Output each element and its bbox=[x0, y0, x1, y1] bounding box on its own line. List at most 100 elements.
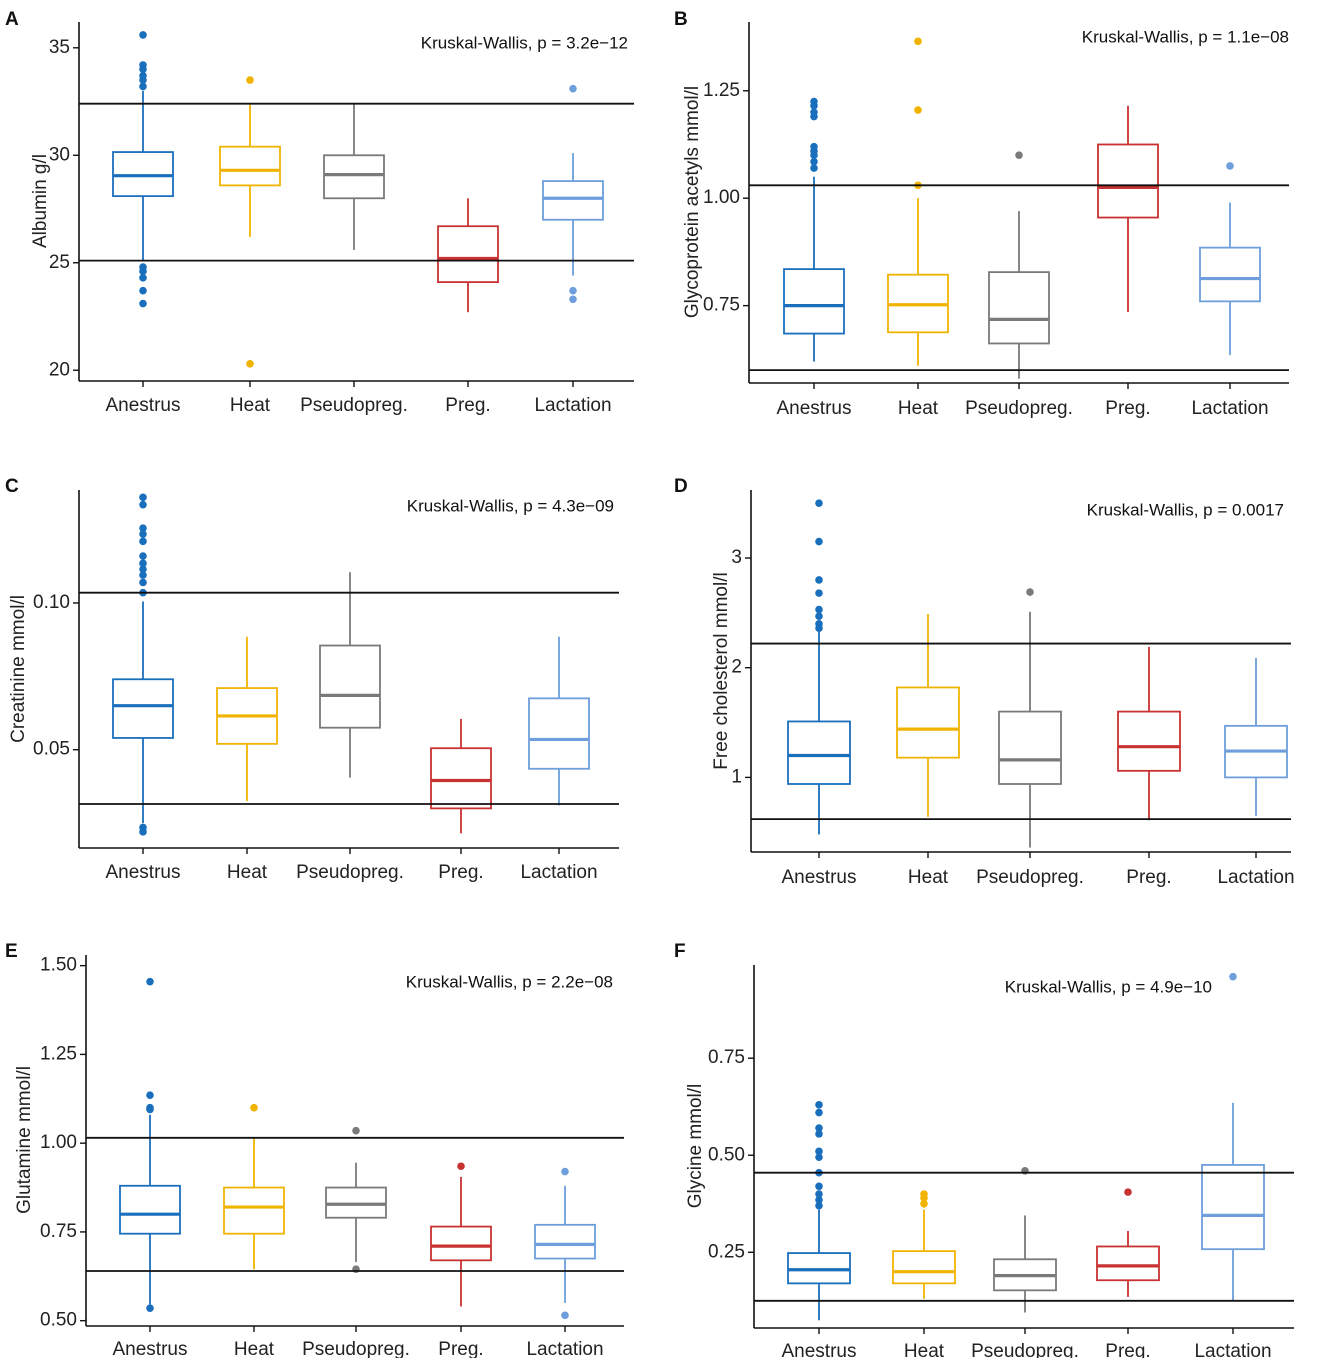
x-tick-label-c-anestrus: Anestrus bbox=[106, 862, 181, 883]
x-tick-label-b-pseudopreg: Pseudopreg. bbox=[965, 398, 1073, 419]
outlier-point-c-anestrus bbox=[139, 500, 147, 509]
outlier-point-f-heat bbox=[920, 1199, 928, 1208]
outlier-point-e-anestrus bbox=[146, 1304, 154, 1313]
box-a-lactation bbox=[542, 180, 604, 221]
box-e-anestrus bbox=[119, 1184, 181, 1235]
box-e-heat bbox=[223, 1186, 285, 1235]
y-tick-label-e: 1.50 bbox=[40, 955, 77, 976]
kruskal-wallis-annotation-b: Kruskal-Wallis, p = 1.1e−08 bbox=[1082, 27, 1289, 46]
outlier-point-c-anestrus bbox=[139, 524, 147, 532]
y-tick-label-a: 20 bbox=[49, 359, 70, 380]
outlier-point-b-heat bbox=[914, 37, 922, 46]
outlier-point-c-anestrus bbox=[139, 537, 147, 546]
outlier-point-f-anestrus bbox=[815, 1100, 823, 1109]
box-e-lactation bbox=[534, 1223, 596, 1260]
y-tick-label-d: 3 bbox=[731, 547, 742, 568]
x-tick-label-a-lactation: Lactation bbox=[534, 395, 611, 416]
y-tick-label-e: 0.50 bbox=[40, 1310, 77, 1331]
box-f-heat bbox=[892, 1250, 956, 1285]
outlier-point-a-anestrus bbox=[139, 274, 147, 282]
outlier-point-e-pseudopreg bbox=[352, 1126, 360, 1135]
box-c-lactation bbox=[528, 697, 590, 770]
y-tick-label-f: 0.25 bbox=[708, 1241, 745, 1262]
x-tick-label-a-preg: Preg. bbox=[445, 395, 490, 416]
outlier-point-d-pseudopreg bbox=[1026, 588, 1034, 596]
outlier-point-f-preg bbox=[1124, 1188, 1132, 1196]
x-tick-label-d-lactation: Lactation bbox=[1217, 867, 1294, 888]
outlier-point-c-anestrus bbox=[139, 828, 147, 836]
outlier-point-e-lactation bbox=[561, 1167, 569, 1176]
y-tick-label-f: 0.75 bbox=[708, 1047, 745, 1068]
x-tick-label-e-pseudopreg: Pseudopreg. bbox=[302, 1339, 410, 1358]
outlier-point-a-anestrus bbox=[139, 76, 147, 84]
outlier-point-c-anestrus bbox=[139, 559, 147, 568]
outlier-point-b-anestrus bbox=[810, 102, 818, 110]
panel-letter-b: B bbox=[674, 9, 688, 30]
x-tick-label-c-heat: Heat bbox=[227, 862, 268, 883]
outlier-point-f-anestrus bbox=[815, 1201, 823, 1210]
y-axis-title-e: Glutamine mmol/l bbox=[14, 1066, 35, 1214]
outlier-point-a-lactation bbox=[569, 84, 577, 93]
box-d-heat bbox=[896, 686, 960, 759]
outlier-point-b-lactation bbox=[1226, 162, 1234, 170]
y-tick-label-d: 1 bbox=[731, 766, 742, 787]
x-tick-label-a-heat: Heat bbox=[230, 395, 271, 416]
x-tick-label-b-anestrus: Anestrus bbox=[777, 398, 852, 419]
kruskal-wallis-annotation-a: Kruskal-Wallis, p = 3.2e−12 bbox=[421, 33, 628, 52]
y-axis-title-b: Glycoprotein acetyls mmol/l bbox=[682, 86, 703, 318]
outlier-point-f-anestrus bbox=[815, 1147, 823, 1156]
outlier-point-f-anestrus bbox=[815, 1130, 823, 1138]
outlier-point-b-anestrus bbox=[810, 164, 818, 172]
outlier-point-c-anestrus bbox=[139, 578, 147, 587]
outlier-point-d-anestrus bbox=[815, 499, 823, 507]
y-tick-label-e: 1.00 bbox=[40, 1132, 77, 1153]
x-tick-label-d-anestrus: Anestrus bbox=[782, 867, 857, 888]
box-c-preg bbox=[430, 747, 492, 810]
outlier-point-f-anestrus bbox=[815, 1190, 823, 1198]
outlier-point-b-anestrus bbox=[810, 151, 818, 160]
box-a-anestrus bbox=[112, 151, 174, 198]
y-tick-label-b: 1.25 bbox=[703, 80, 740, 101]
y-axis-title-a: Albumin g/l bbox=[30, 154, 51, 248]
y-axis-title-c: Creatinine mmol/l bbox=[8, 595, 29, 743]
box-d-preg bbox=[1117, 710, 1181, 772]
outlier-point-c-anestrus bbox=[139, 493, 147, 502]
outlier-point-e-anestrus bbox=[146, 977, 154, 986]
box-f-preg bbox=[1096, 1245, 1160, 1282]
outlier-point-d-anestrus bbox=[815, 605, 823, 614]
box-b-preg bbox=[1097, 143, 1159, 219]
outlier-point-c-anestrus bbox=[139, 552, 147, 560]
y-tick-label-e: 1.25 bbox=[40, 1043, 77, 1064]
x-tick-label-c-pseudopreg: Pseudopreg. bbox=[296, 862, 404, 883]
outlier-point-f-anestrus bbox=[815, 1182, 823, 1191]
outlier-point-e-preg bbox=[457, 1162, 465, 1171]
box-b-lactation bbox=[1199, 246, 1261, 303]
box-d-pseudopreg bbox=[998, 710, 1062, 785]
kruskal-wallis-annotation-c: Kruskal-Wallis, p = 4.3e−09 bbox=[407, 496, 614, 515]
x-tick-label-a-anestrus: Anestrus bbox=[106, 395, 181, 416]
outlier-point-e-anestrus bbox=[146, 1105, 154, 1114]
y-tick-label-a: 25 bbox=[49, 252, 70, 273]
x-tick-label-d-preg: Preg. bbox=[1126, 867, 1171, 888]
panel-letter-e: E bbox=[5, 941, 18, 962]
x-tick-label-f-preg: Preg. bbox=[1105, 1341, 1150, 1358]
box-a-preg bbox=[437, 225, 499, 284]
x-tick-label-c-preg: Preg. bbox=[438, 862, 483, 883]
outlier-point-b-pseudopreg bbox=[1015, 151, 1023, 160]
x-tick-label-d-pseudopreg: Pseudopreg. bbox=[976, 867, 1084, 888]
panel-letter-d: D bbox=[674, 476, 688, 497]
kruskal-wallis-annotation-d: Kruskal-Wallis, p = 0.0017 bbox=[1087, 500, 1284, 519]
outlier-point-a-anestrus bbox=[139, 65, 147, 74]
y-axis-title-f: Glycine mmol/l bbox=[685, 1084, 706, 1209]
outlier-point-d-anestrus bbox=[815, 624, 823, 633]
outlier-point-a-lactation bbox=[569, 295, 577, 304]
x-tick-label-c-lactation: Lactation bbox=[520, 862, 597, 883]
outlier-point-d-anestrus bbox=[815, 589, 823, 597]
x-tick-label-f-heat: Heat bbox=[904, 1341, 945, 1358]
y-tick-label-c: 0.10 bbox=[33, 592, 70, 613]
outlier-point-a-anestrus bbox=[139, 31, 147, 39]
y-tick-label-e: 0.75 bbox=[40, 1221, 77, 1242]
y-tick-label-f: 0.50 bbox=[708, 1144, 745, 1165]
x-tick-label-e-heat: Heat bbox=[234, 1339, 275, 1358]
